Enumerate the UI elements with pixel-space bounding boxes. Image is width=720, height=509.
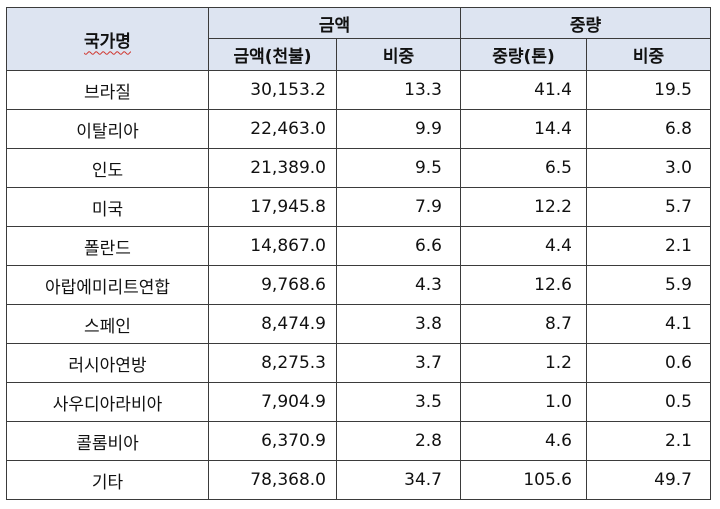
cell-amount: 30,153.2: [208, 70, 337, 110]
cell-weight-share: 19.5: [586, 70, 711, 110]
header-amount-group: 금액: [208, 7, 461, 39]
cell-country: 콜롬비아: [6, 421, 209, 461]
cell-amount-share: 13.3: [336, 70, 461, 110]
table-row: 이탈리아 22,463.0 9.9 14.4 6.8: [6, 109, 711, 149]
header-weight-group: 중량: [460, 7, 711, 39]
cell-amount: 9,768.6: [208, 265, 337, 305]
cell-weight: 1.0: [460, 382, 587, 422]
table-row: 폴란드 14,867.0 6.6 4.4 2.1: [6, 226, 711, 266]
cell-weight-share: 4.1: [586, 304, 711, 344]
cell-weight: 1.2: [460, 343, 587, 383]
cell-weight: 6.5: [460, 148, 587, 188]
cell-amount-share: 3.7: [336, 343, 461, 383]
header-country: 국가명: [6, 7, 209, 71]
table-row: 미국 17,945.8 7.9 12.2 5.7: [6, 187, 711, 227]
header-row-sub: 금액(천불) 비중 중량(톤) 비중: [7, 38, 711, 71]
cell-amount: 8,474.9: [208, 304, 337, 344]
cell-weight-share: 0.6: [586, 343, 711, 383]
cell-amount: 21,389.0: [208, 148, 337, 188]
cell-weight: 4.6: [460, 421, 587, 461]
cell-amount-share: 6.6: [336, 226, 461, 266]
table-row: 브라질 30,153.2 13.3 41.4 19.5: [6, 70, 711, 110]
cell-amount: 14,867.0: [208, 226, 337, 266]
cell-amount: 6,370.9: [208, 421, 337, 461]
header-amount-share: 비중: [336, 38, 461, 71]
export-by-country-table: 국가명 금액 중량 금액(천불) 비중 중량(톤) 비중 브라질 30,153.2…: [6, 7, 711, 500]
cell-country: 아랍에미리트연합: [6, 265, 209, 305]
table-row: 기타 78,368.0 34.7 105.6 49.7: [6, 460, 711, 500]
table-row: 스페인 8,474.9 3.8 8.7 4.1: [6, 304, 711, 344]
cell-weight-share: 2.1: [586, 226, 711, 266]
cell-weight-share: 2.1: [586, 421, 711, 461]
cell-country: 러시아연방: [6, 343, 209, 383]
cell-amount-share: 7.9: [336, 187, 461, 227]
cell-weight: 12.6: [460, 265, 587, 305]
cell-amount: 8,275.3: [208, 343, 337, 383]
cell-weight: 41.4: [460, 70, 587, 110]
cell-amount-share: 4.3: [336, 265, 461, 305]
cell-country: 브라질: [6, 70, 209, 110]
cell-amount: 7,904.9: [208, 382, 337, 422]
cell-weight-share: 49.7: [586, 460, 711, 500]
cell-amount-share: 9.5: [336, 148, 461, 188]
cell-country: 인도: [6, 148, 209, 188]
table-row: 사우디아라비아 7,904.9 3.5 1.0 0.5: [6, 382, 711, 422]
cell-amount-share: 3.5: [336, 382, 461, 422]
cell-weight-share: 0.5: [586, 382, 711, 422]
cell-country: 이탈리아: [6, 109, 209, 149]
cell-amount: 17,945.8: [208, 187, 337, 227]
table-row: 아랍에미리트연합 9,768.6 4.3 12.6 5.9: [6, 265, 711, 305]
cell-weight: 14.4: [460, 109, 587, 149]
header-amount-value: 금액(천불): [208, 38, 337, 71]
table-body: 브라질 30,153.2 13.3 41.4 19.5 이탈리아 22,463.0 9.9 14…: [6, 70, 711, 500]
table-row: 러시아연방 8,275.3 3.7 1.2 0.6: [6, 343, 711, 383]
cell-weight: 12.2: [460, 187, 587, 227]
cell-weight: 105.6: [460, 460, 587, 500]
cell-amount-share: 34.7: [336, 460, 461, 500]
cell-country: 폴란드: [6, 226, 209, 266]
cell-amount: 22,463.0: [208, 109, 337, 149]
cell-weight-share: 5.7: [586, 187, 711, 227]
table-row: 인도 21,389.0 9.5 6.5 3.0: [6, 148, 711, 188]
header-row-group: 국가명 금액 중량: [6, 7, 711, 71]
cell-country: 기타: [6, 460, 209, 500]
cell-weight-share: 3.0: [586, 148, 711, 188]
cell-country: 사우디아라비아: [6, 382, 209, 422]
cell-country: 스페인: [6, 304, 209, 344]
cell-amount-share: 2.8: [336, 421, 461, 461]
cell-amount: 78,368.0: [208, 460, 337, 500]
cell-amount-share: 3.8: [336, 304, 461, 344]
cell-weight-share: 6.8: [586, 109, 711, 149]
cell-country: 미국: [6, 187, 209, 227]
cell-weight: 4.4: [460, 226, 587, 266]
cell-weight: 8.7: [460, 304, 587, 344]
header-weight-share: 비중: [586, 38, 711, 71]
table-row: 콜롬비아 6,370.9 2.8 4.6 2.1: [6, 421, 711, 461]
cell-weight-share: 5.9: [586, 265, 711, 305]
header-weight-value: 중량(톤): [460, 38, 587, 71]
cell-amount-share: 9.9: [336, 109, 461, 149]
